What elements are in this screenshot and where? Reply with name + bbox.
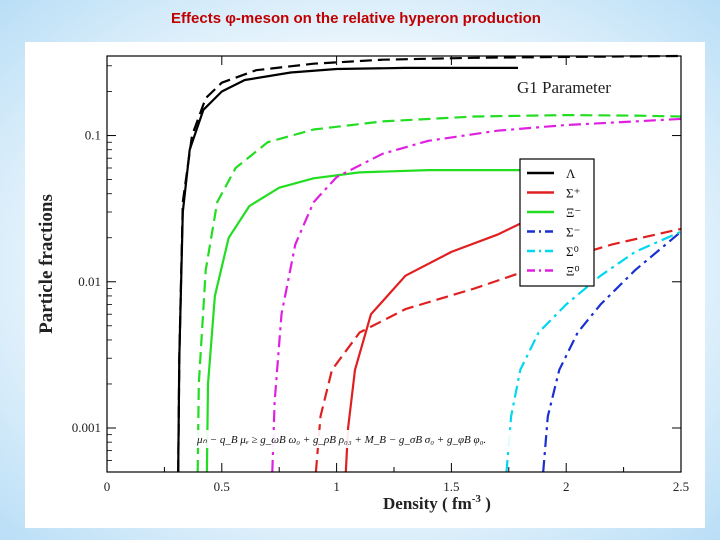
- x-tick-label: 2.5: [673, 479, 689, 494]
- legend-label: Λ: [566, 166, 576, 181]
- chart-svg: 0 0.5 1 1.5 2 2.5 0.001 0.01 0.1 Λ Σ⁺ Ξ⁻ Σ⁻ Σ⁰ Ξ⁰ G1 …: [36, 54, 689, 513]
- y-axis-label: Particle fractions: [36, 194, 57, 334]
- series-line-7: [542, 230, 682, 473]
- series-line-1: [177, 66, 518, 473]
- series-line-4: [314, 227, 682, 473]
- parameter-label: G1 Parameter: [517, 78, 611, 97]
- chart-curves: [177, 54, 682, 473]
- y-tick-label: 0.01: [78, 274, 101, 289]
- series-line-6: [196, 114, 682, 473]
- x-tick-label: 0: [104, 479, 111, 494]
- x-tick-label: 1.5: [443, 479, 459, 494]
- series-line-9: [271, 117, 682, 473]
- slide-title: Effects φ-meson on the relative hyperon …: [171, 10, 541, 27]
- x-tick-label: 1: [333, 479, 340, 494]
- series-line-5: [205, 169, 521, 473]
- x-tick-label: 2: [563, 479, 570, 494]
- chart-figure: 0 0.5 1 1.5 2 2.5 0.001 0.01 0.1 Λ Σ⁺ Ξ⁻ Σ⁻ Σ⁰ Ξ⁰ G1 …: [25, 42, 705, 528]
- x-tick-label: 0.5: [214, 479, 230, 494]
- x-axis-label-exponent: -3: [472, 493, 482, 505]
- equation-text: μₙ − q_B μₑ ≥ g_ωB ω₀ + g_ρB ρ₀₃ + M_B −…: [196, 434, 486, 446]
- axis-ticks: 0 0.5 1 1.5 2 2.5 0.001 0.01 0.1: [72, 56, 689, 494]
- series-line-2: [177, 54, 682, 473]
- legend-label: Σ⁰: [566, 244, 579, 259]
- y-tick-label: 0.1: [85, 128, 101, 143]
- plot-frame: [106, 55, 682, 473]
- x-axis-label: Density ( fm-3 ): [383, 493, 491, 513]
- legend-label: Σ⁺: [566, 186, 580, 201]
- y-tick-label: 0.001: [72, 420, 101, 435]
- legend-label: Ξ⁻: [566, 205, 581, 220]
- legend-label: Σ⁻: [566, 225, 580, 240]
- series-line-3: [344, 222, 521, 473]
- x-axis-label-main: Density ( fm: [383, 494, 472, 513]
- legend: Λ Σ⁺ Ξ⁻ Σ⁻ Σ⁰ Ξ⁰: [519, 158, 595, 287]
- legend-box: [519, 158, 595, 287]
- equation-background: [193, 430, 519, 448]
- x-axis-label-end: ): [481, 494, 491, 513]
- legend-label: Ξ⁰: [566, 264, 580, 279]
